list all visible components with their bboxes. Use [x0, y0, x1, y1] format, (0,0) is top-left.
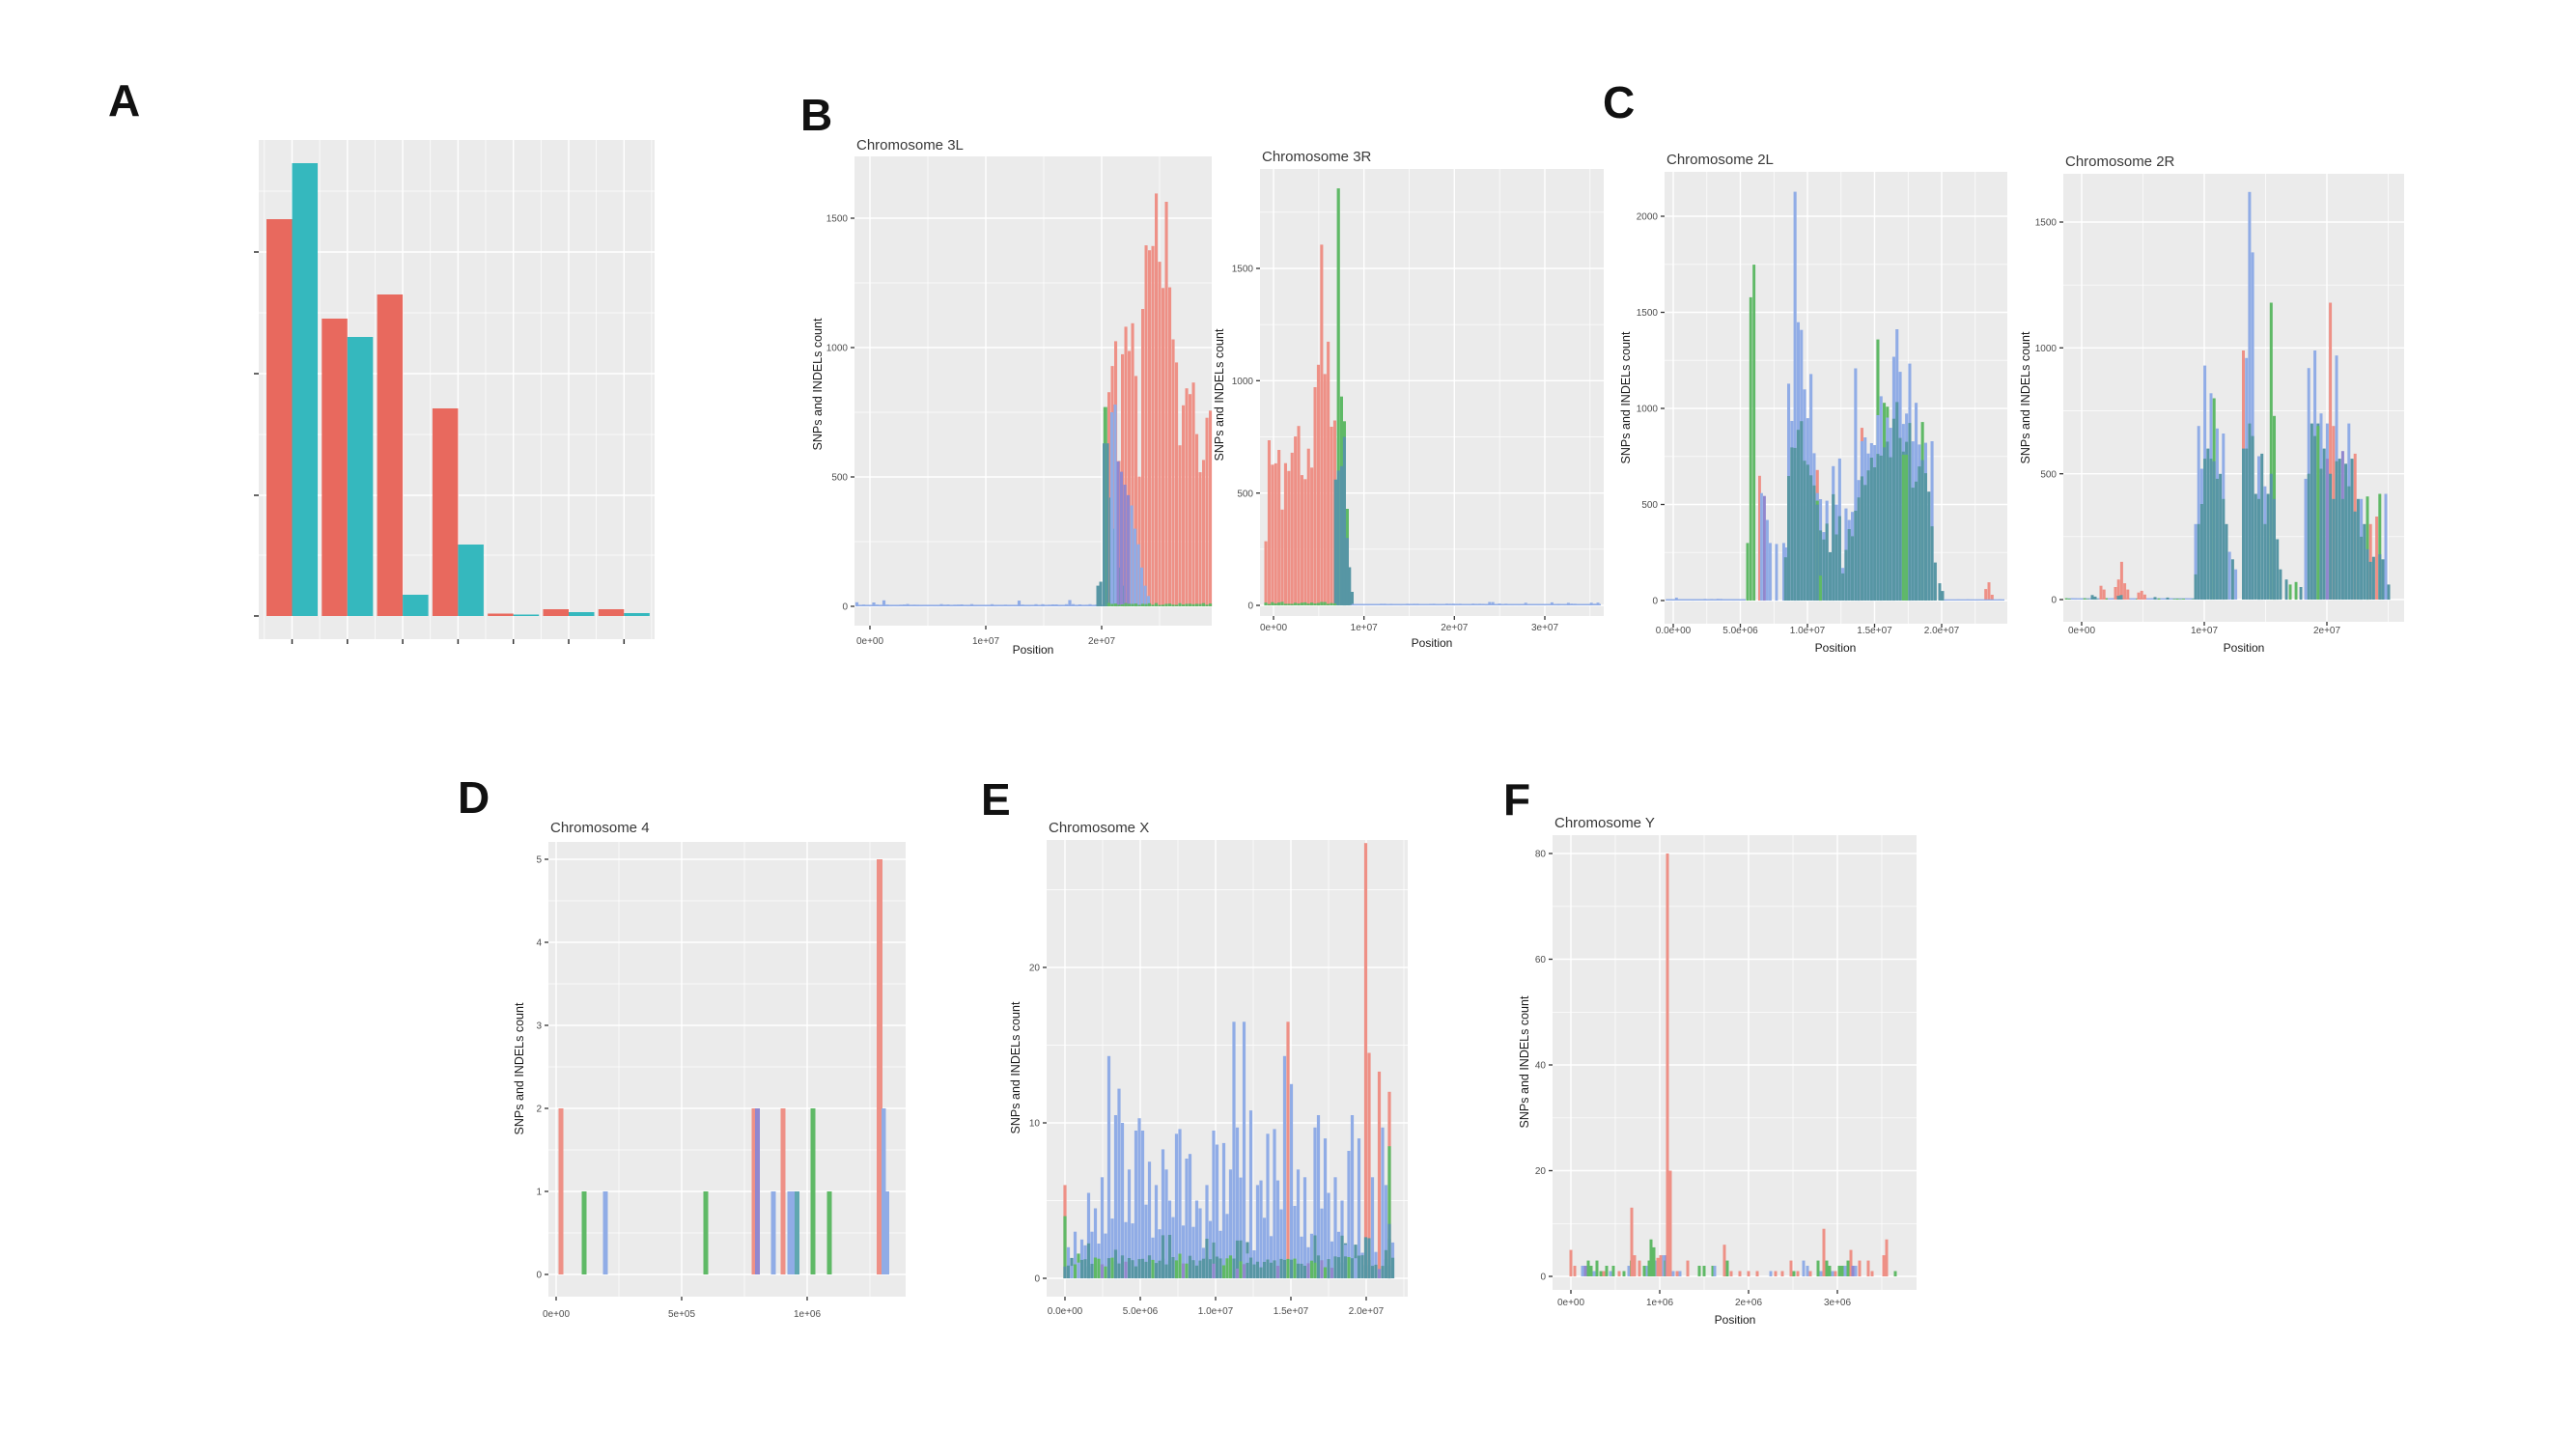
svg-text:0e+00: 0e+00	[1557, 1298, 1585, 1308]
svg-text:1.0e+07: 1.0e+07	[1790, 626, 1826, 636]
svg-text:10: 10	[1029, 1119, 1041, 1130]
svg-text:2e+06: 2e+06	[1735, 1298, 1763, 1308]
svg-text:Position: Position	[1412, 636, 1453, 650]
svg-text:1.5e+07: 1.5e+07	[1857, 626, 1892, 636]
svg-text:0e+00: 0e+00	[543, 1309, 571, 1320]
svg-text:2.0e+07: 2.0e+07	[1349, 1306, 1385, 1317]
svg-text:Chromosome Y: Chromosome Y	[1554, 815, 1655, 831]
svg-text:0e+00: 0e+00	[856, 636, 884, 647]
svg-text:SNPs and INDELs count: SNPs and INDELs count	[513, 1002, 526, 1134]
svg-text:0e+00: 0e+00	[1260, 623, 1288, 633]
svg-text:1000: 1000	[1232, 377, 1254, 387]
svg-text:0: 0	[1540, 1273, 1546, 1283]
svg-text:Position: Position	[1815, 641, 1857, 655]
svg-text:0: 0	[842, 602, 848, 613]
svg-text:D: D	[458, 772, 490, 823]
svg-text:2e+07: 2e+07	[2313, 626, 2341, 636]
svg-text:0: 0	[2051, 596, 2057, 606]
svg-text:4: 4	[536, 938, 542, 949]
svg-text:Position: Position	[1013, 643, 1054, 657]
svg-text:1e+07: 1e+07	[2191, 626, 2219, 636]
svg-text:Chromosome X: Chromosome X	[1049, 820, 1149, 836]
svg-text:0.0e+00: 0.0e+00	[1048, 1306, 1083, 1317]
svg-text:0: 0	[536, 1271, 542, 1281]
svg-text:500: 500	[1237, 489, 1253, 499]
svg-text:20: 20	[1535, 1166, 1547, 1177]
svg-text:Chromosome 3R: Chromosome 3R	[1262, 149, 1372, 165]
svg-text:1500: 1500	[826, 214, 849, 225]
svg-text:SNPs and INDELs count: SNPs and INDELs count	[1213, 328, 1226, 461]
svg-text:2000: 2000	[1637, 212, 1659, 223]
svg-text:1500: 1500	[2035, 218, 2058, 229]
svg-text:1: 1	[536, 1188, 542, 1198]
svg-text:A: A	[108, 75, 140, 126]
svg-text:40: 40	[1535, 1061, 1547, 1072]
svg-text:SNPs and INDELs count: SNPs and INDELs count	[1619, 331, 1633, 463]
svg-text:SNPs and INDELs count: SNPs and INDELs count	[2019, 331, 2032, 463]
svg-text:500: 500	[1641, 500, 1658, 511]
svg-text:1e+06: 1e+06	[1646, 1298, 1674, 1308]
svg-text:C: C	[1603, 77, 1635, 127]
svg-text:1500: 1500	[1637, 308, 1659, 319]
svg-text:500: 500	[2040, 469, 2057, 480]
svg-text:1.5e+07: 1.5e+07	[1274, 1306, 1309, 1317]
svg-text:1000: 1000	[826, 344, 849, 354]
svg-text:1e+07: 1e+07	[972, 636, 1000, 647]
svg-text:2.0e+07: 2.0e+07	[1924, 626, 1960, 636]
svg-text:2e+07: 2e+07	[1441, 623, 1469, 633]
svg-text:1e+06: 1e+06	[794, 1309, 822, 1320]
svg-text:2e+07: 2e+07	[1088, 636, 1116, 647]
svg-text:80: 80	[1535, 850, 1547, 860]
svg-text:0: 0	[1652, 597, 1658, 607]
svg-text:0: 0	[1247, 602, 1253, 612]
svg-text:5e+05: 5e+05	[668, 1309, 696, 1320]
svg-text:Chromosome 3L: Chromosome 3L	[856, 137, 964, 154]
svg-text:60: 60	[1535, 955, 1547, 965]
svg-text:3e+06: 3e+06	[1824, 1298, 1852, 1308]
svg-text:SNPs and INDELs count: SNPs and INDELs count	[1518, 995, 1531, 1128]
svg-text:Position: Position	[2224, 641, 2265, 655]
svg-text:1.0e+07: 1.0e+07	[1198, 1306, 1234, 1317]
svg-text:2: 2	[536, 1105, 542, 1115]
svg-text:1500: 1500	[1232, 265, 1254, 275]
svg-text:F: F	[1503, 774, 1530, 825]
svg-text:5: 5	[536, 855, 542, 866]
svg-text:E: E	[981, 774, 1011, 825]
svg-text:0: 0	[1034, 1274, 1040, 1285]
svg-text:B: B	[800, 90, 832, 140]
svg-text:Chromosome 2L: Chromosome 2L	[1666, 152, 1774, 168]
svg-text:SNPs and INDELs count: SNPs and INDELs count	[1009, 1001, 1022, 1133]
svg-text:Chromosome 4: Chromosome 4	[550, 820, 650, 836]
svg-text:20: 20	[1029, 964, 1041, 974]
svg-text:0.0e+00: 0.0e+00	[1656, 626, 1692, 636]
svg-text:0e+00: 0e+00	[2068, 626, 2096, 636]
svg-text:1000: 1000	[2035, 344, 2058, 354]
svg-text:3: 3	[536, 1021, 542, 1032]
svg-text:Position: Position	[1715, 1313, 1756, 1327]
svg-text:5.0e+06: 5.0e+06	[1123, 1306, 1159, 1317]
svg-text:1e+07: 1e+07	[1351, 623, 1379, 633]
svg-text:3e+07: 3e+07	[1531, 623, 1559, 633]
svg-text:SNPs and INDELs count: SNPs and INDELs count	[811, 318, 825, 450]
svg-text:1000: 1000	[1637, 405, 1659, 415]
svg-text:5.0e+06: 5.0e+06	[1722, 626, 1758, 636]
svg-text:Chromosome 2R: Chromosome 2R	[2065, 154, 2175, 170]
svg-text:500: 500	[831, 473, 848, 484]
